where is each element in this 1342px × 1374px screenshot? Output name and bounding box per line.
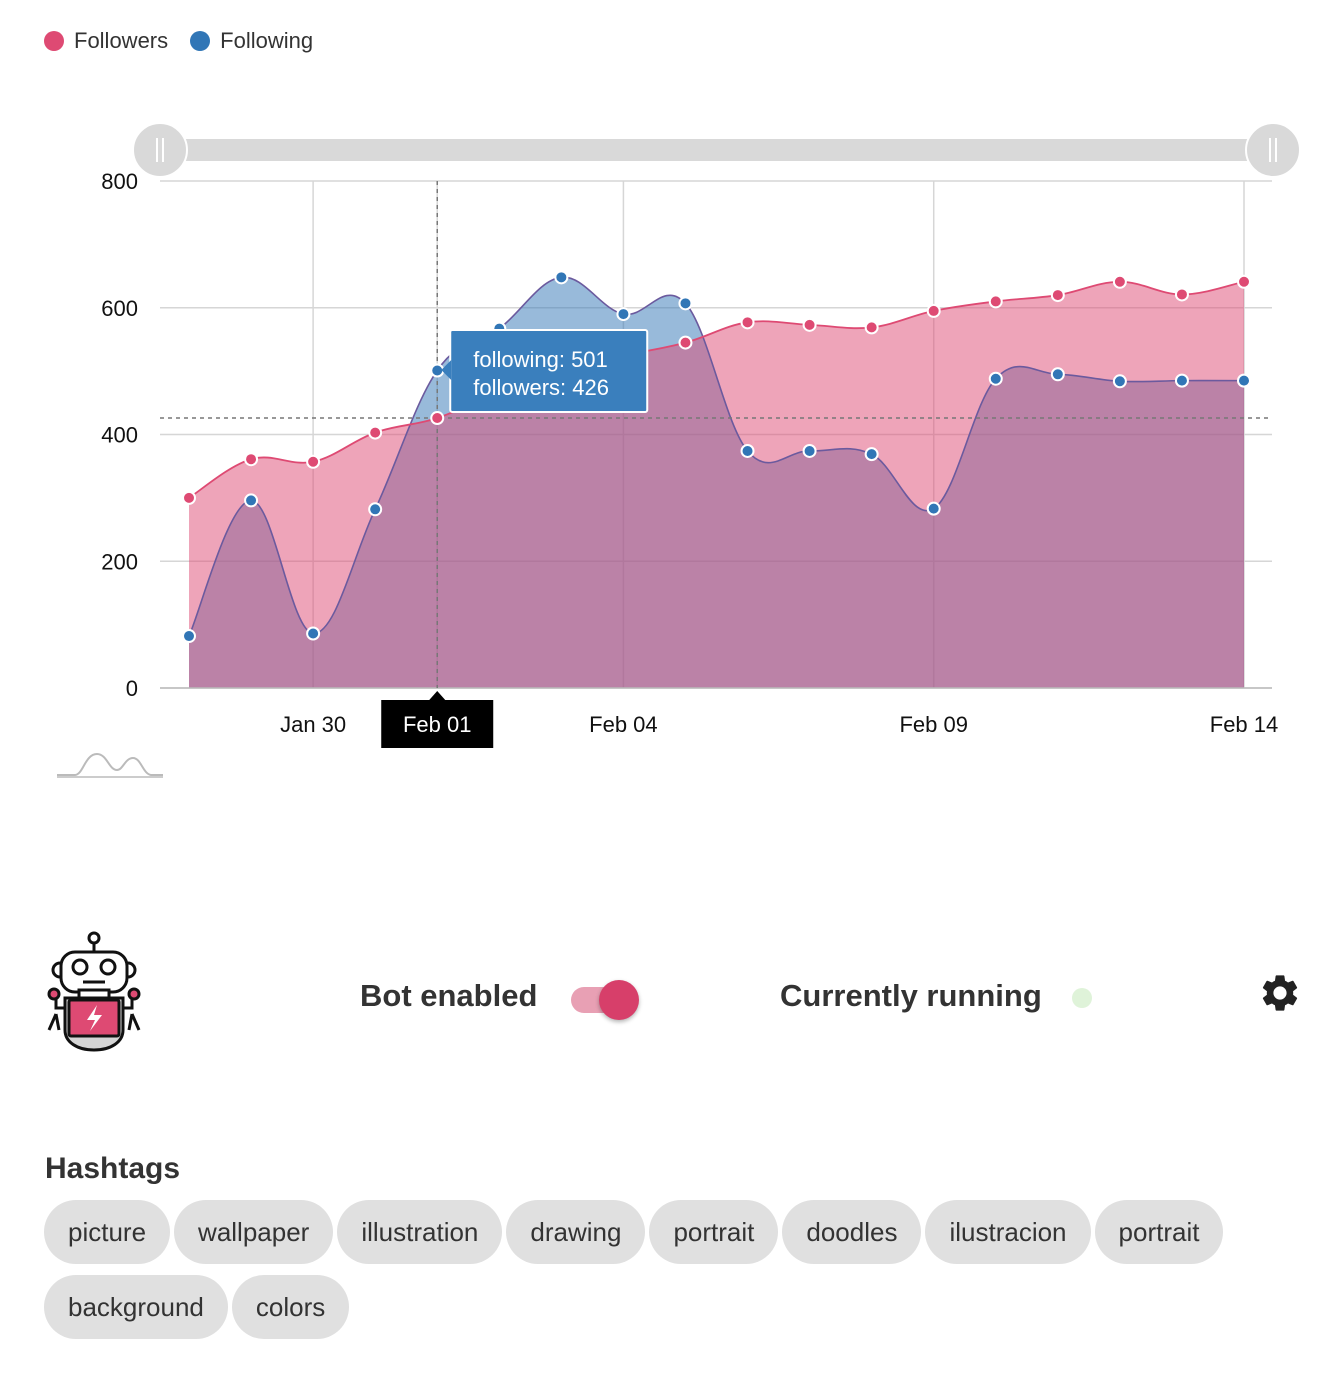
- followers-point: [430, 411, 445, 426]
- bot-enabled-label: Bot enabled: [360, 978, 538, 1013]
- tooltip-following: following: 501: [473, 347, 608, 372]
- following-point: [430, 363, 445, 378]
- tooltip-followers: followers: 426: [473, 375, 609, 400]
- bot-enabled-toggle[interactable]: [571, 980, 641, 1020]
- followers-line: [188, 280, 1245, 499]
- following-point: [988, 371, 1003, 386]
- legend-label-followers: Followers: [74, 28, 169, 53]
- legend-label-following: Following: [220, 28, 314, 53]
- robot-icon: [47, 931, 141, 1052]
- following-point: [306, 626, 321, 641]
- currently-running-label: Currently running: [780, 978, 1042, 1013]
- hashtag-chip[interactable]: doodles: [782, 1200, 922, 1264]
- hashtag-chip[interactable]: ilustracion: [925, 1200, 1091, 1264]
- legend-item-followers[interactable]: Followers: [44, 28, 168, 54]
- chart-legend: Followers Following: [44, 28, 313, 54]
- x-axis-ticks: Jan 30 Feb 01 Feb 04 Feb 09 Feb 14: [280, 691, 1278, 748]
- y-tick-label: 0: [126, 676, 138, 701]
- following-point: [802, 443, 817, 458]
- following-point: [1174, 373, 1189, 388]
- followers-point: [988, 294, 1003, 309]
- gear-icon[interactable]: [1258, 971, 1302, 1015]
- x-tick-label: Jan 30: [280, 712, 346, 737]
- hashtag-chip[interactable]: drawing: [506, 1200, 646, 1264]
- following-point: [368, 502, 383, 517]
- tooltip-pointer: [441, 360, 452, 380]
- following-point: [926, 501, 941, 516]
- hashtags-title: Hashtags: [45, 1152, 181, 1185]
- hashtag-chip[interactable]: portrait: [649, 1200, 779, 1264]
- following-point: [740, 443, 755, 458]
- followers-point: [306, 454, 321, 469]
- chart-points: [182, 270, 1251, 644]
- x-tick-label: Feb 04: [589, 712, 658, 737]
- following-point: [864, 447, 879, 462]
- x-tick-label: Feb 09: [899, 712, 968, 737]
- y-tick-label: 400: [101, 423, 138, 448]
- x-tick-label: Feb 01: [403, 712, 472, 737]
- followers-point: [864, 320, 879, 335]
- following-point: [244, 493, 259, 508]
- following-point: [1112, 374, 1127, 389]
- crosshair: [160, 181, 1272, 688]
- y-tick-label: 800: [101, 169, 138, 194]
- followers-chart: 0 200 400 600 800 Jan 30 Feb 01 Feb 04 Feb 09 Fe…: [101, 122, 1301, 748]
- followers-area: [189, 281, 1244, 688]
- chart-areas: [160, 276, 1272, 689]
- hashtag-chip[interactable]: wallpaper: [174, 1200, 334, 1264]
- followers-legend-dot: [44, 31, 64, 51]
- following-point: [554, 270, 569, 285]
- x-tick-highlight-arrow: [429, 691, 446, 700]
- following-point: [1237, 373, 1251, 388]
- hashtag-list: picture wallpaper illustration drawing portr…: [44, 1200, 1304, 1339]
- slider-handle-right[interactable]: [1245, 122, 1301, 178]
- followers-point: [678, 335, 693, 350]
- followers-point: [1050, 288, 1065, 303]
- legend-item-following[interactable]: Following: [190, 28, 313, 54]
- followers-point: [182, 490, 196, 505]
- slider-handle-left[interactable]: [132, 122, 188, 178]
- running-status-indicator: [1072, 988, 1092, 1008]
- slider-track: [160, 139, 1272, 161]
- following-point: [616, 307, 631, 322]
- hashtag-chip[interactable]: illustration: [337, 1200, 503, 1264]
- followers-point: [1237, 274, 1251, 289]
- following-legend-dot: [190, 31, 211, 51]
- y-axis-ticks: 0 200 400 600 800: [101, 169, 138, 701]
- followers-point: [244, 452, 259, 467]
- y-tick-label: 600: [101, 296, 138, 321]
- hashtag-chip[interactable]: portrait: [1094, 1200, 1224, 1264]
- followers-point: [740, 315, 755, 330]
- sparkline-icon[interactable]: [55, 748, 165, 780]
- following-point: [182, 629, 196, 644]
- hashtag-chip[interactable]: colors: [231, 1275, 350, 1339]
- range-slider[interactable]: [132, 122, 1301, 178]
- chart-tooltip: following: 501 followers: 426: [441, 329, 649, 413]
- y-tick-label: 200: [101, 549, 138, 574]
- hashtag-chip[interactable]: picture: [44, 1200, 171, 1264]
- hashtag-chip[interactable]: background: [44, 1275, 228, 1339]
- followers-point: [1112, 274, 1127, 289]
- following-point: [678, 296, 693, 311]
- followers-point: [802, 317, 817, 332]
- x-tick-label: Feb 14: [1210, 712, 1279, 737]
- followers-point: [368, 425, 383, 440]
- followers-point: [926, 303, 941, 318]
- toggle-thumb[interactable]: [599, 980, 639, 1020]
- following-point: [1050, 367, 1065, 382]
- x-tick-highlight-box: [381, 700, 494, 748]
- followers-point: [1174, 287, 1189, 302]
